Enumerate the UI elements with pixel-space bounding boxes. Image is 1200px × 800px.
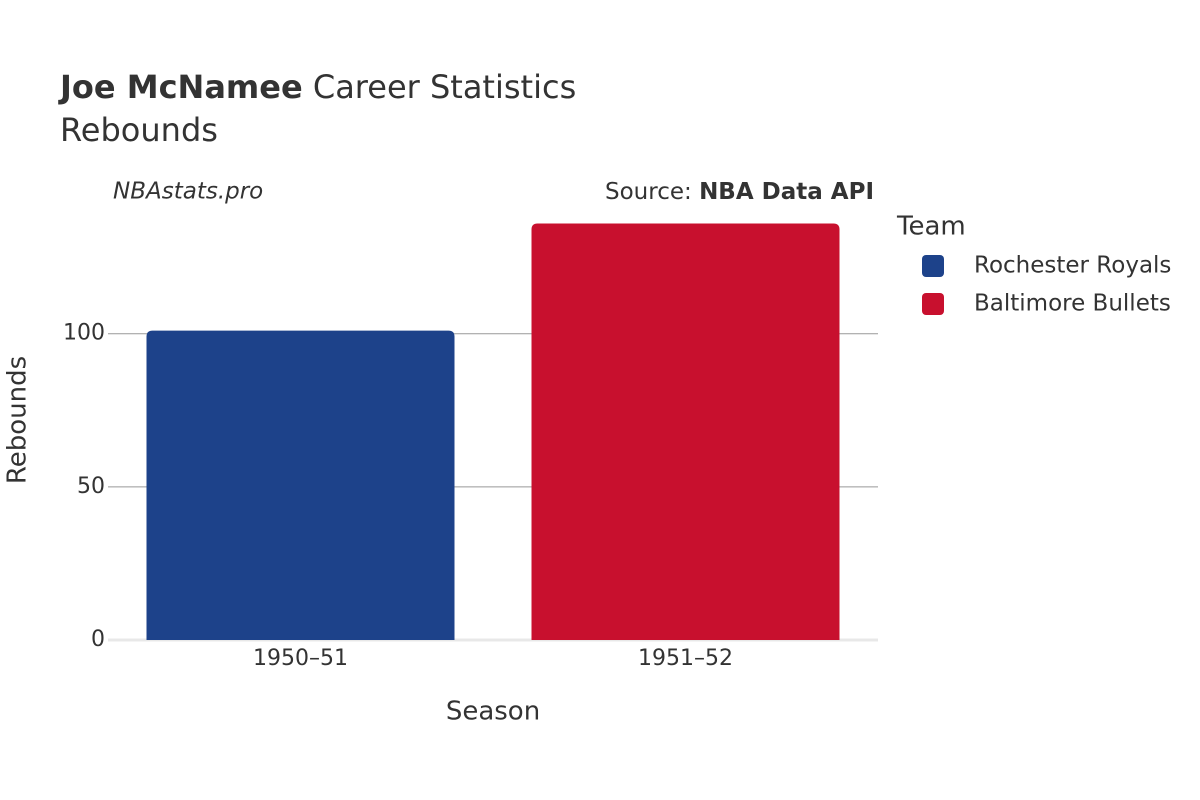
bar [146, 330, 455, 640]
title-name: Joe McNamee [58, 68, 303, 106]
legend-label: Rochester Royals [974, 253, 1171, 279]
source-label: Source: [605, 179, 692, 205]
x-axis-label: Season [446, 697, 540, 727]
y-axis-label: Rebounds [3, 356, 33, 484]
chart-subtitle: Rebounds [60, 111, 218, 149]
source: Source: NBA Data API [605, 179, 874, 205]
watermark: NBAstats.pro [113, 179, 263, 205]
legend-label: Baltimore Bullets [974, 291, 1171, 317]
x-tick-label: 1950–51 [253, 646, 348, 671]
title-text: Career Statistics [313, 68, 576, 106]
legend-swatch [922, 255, 944, 277]
bar [531, 223, 840, 641]
source-name: NBA Data API [699, 179, 874, 205]
y-tick-label: 100 [63, 321, 105, 346]
legend-swatch [922, 293, 944, 315]
y-tick-label: 50 [77, 474, 105, 499]
y-tick-label: 0 [91, 627, 105, 652]
x-tick-label: 1951–52 [638, 646, 733, 671]
legend-title: Team [896, 212, 966, 242]
chart-title: Joe McNamee Career Statistics [58, 68, 576, 106]
